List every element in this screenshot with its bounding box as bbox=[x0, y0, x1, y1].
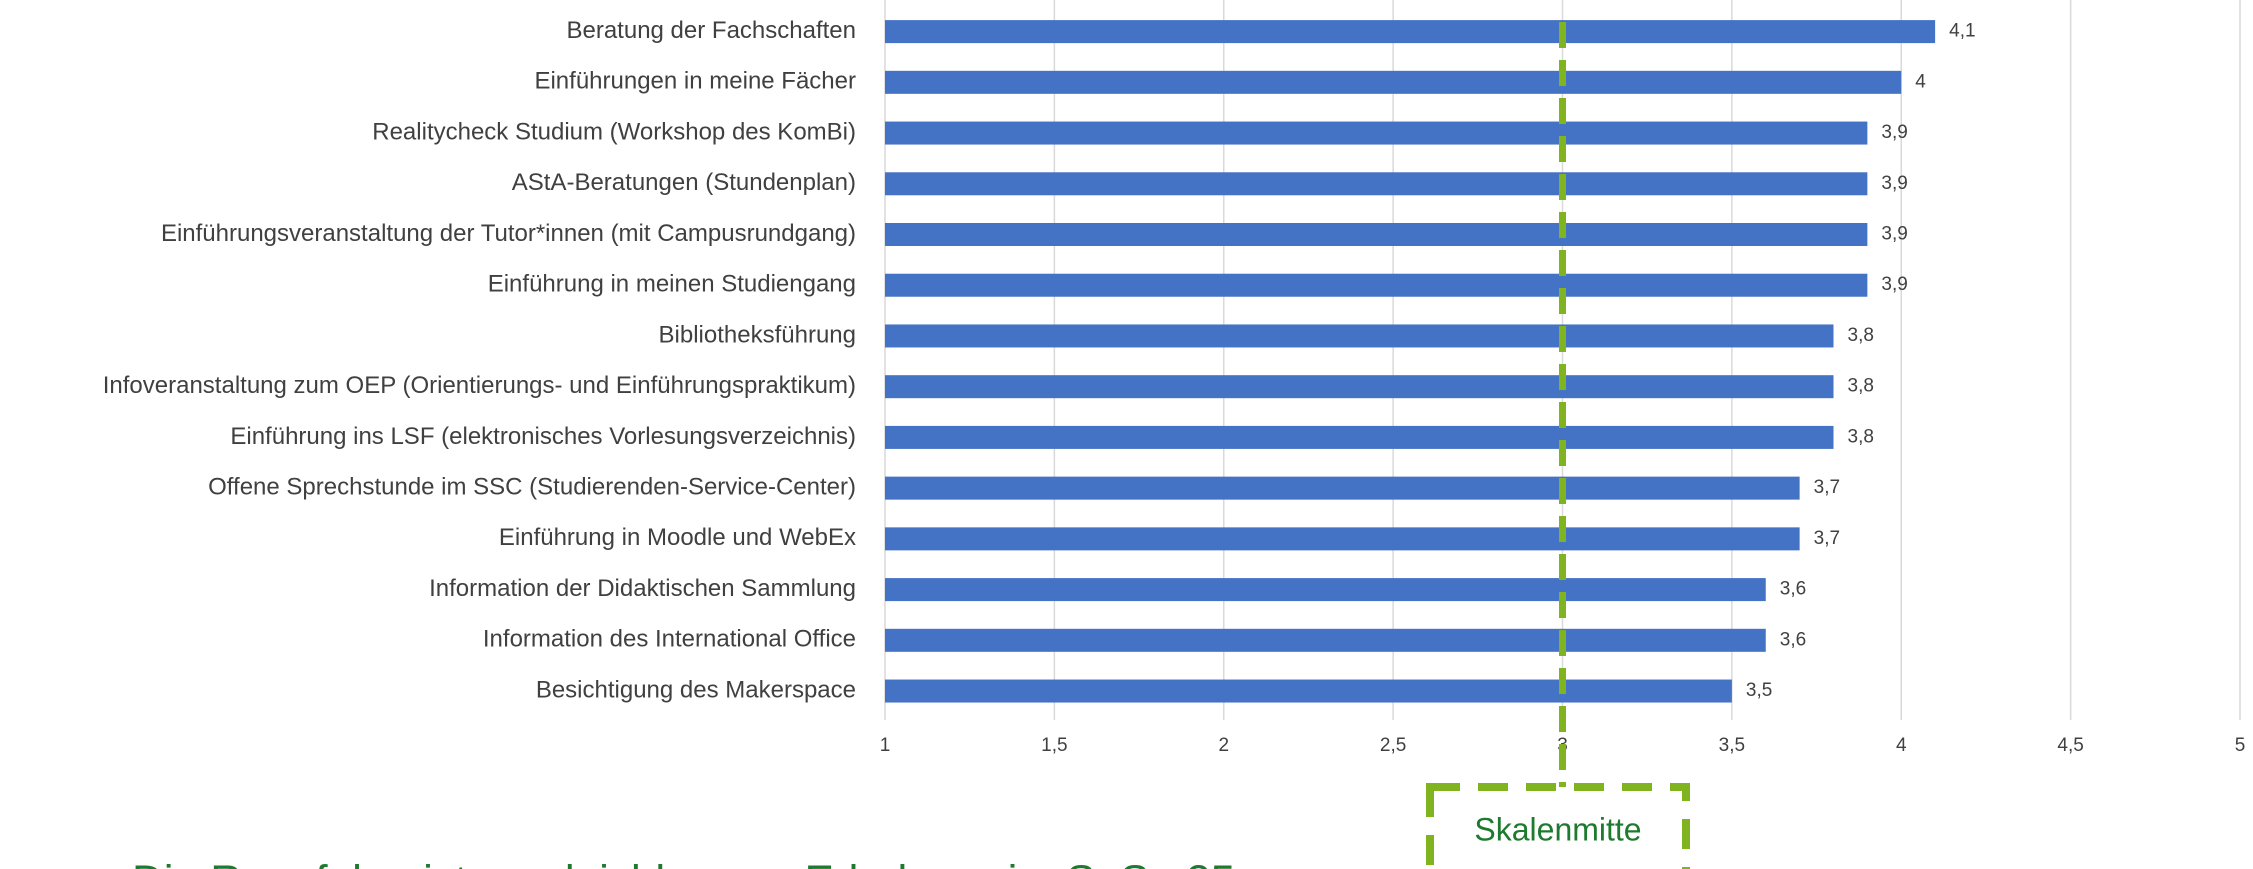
y-tick-label: AStA-Beratungen (Stundenplan) bbox=[512, 169, 856, 196]
y-tick-label: Einführung in Moodle und WebEx bbox=[499, 524, 856, 551]
x-tick-label: 4,5 bbox=[2057, 735, 2083, 756]
y-tick-label: Offene Sprechstunde im SSC (Studierenden… bbox=[208, 473, 856, 500]
value-label: 3,7 bbox=[1814, 477, 1840, 498]
caption: Die Rangfolge ist vergleichbar zur Erheb… bbox=[132, 857, 1247, 869]
x-tick-label: 1 bbox=[880, 735, 891, 756]
bar bbox=[885, 375, 1834, 399]
x-tick-label: 1,5 bbox=[1041, 735, 1067, 756]
y-tick-label: Realitycheck Studium (Workshop des KomBi… bbox=[372, 118, 856, 145]
annotation-box bbox=[1426, 783, 1690, 869]
bar bbox=[885, 527, 1800, 551]
value-label: 3,7 bbox=[1814, 528, 1840, 549]
value-label: 3,6 bbox=[1780, 629, 1806, 650]
bar bbox=[885, 20, 1936, 44]
bar bbox=[885, 578, 1766, 602]
bar bbox=[885, 425, 1834, 449]
y-tick-label: Besichtigung des Makerspace bbox=[536, 676, 856, 703]
x-tick-label: 4 bbox=[1896, 735, 1907, 756]
annotation-label: Skalenmitte bbox=[1474, 811, 1641, 847]
value-label: 3,6 bbox=[1780, 579, 1806, 600]
y-tick-label: Information der Didaktischen Sammlung bbox=[429, 575, 856, 602]
bar bbox=[885, 172, 1868, 196]
value-label: 4 bbox=[1915, 71, 1926, 92]
bar bbox=[885, 679, 1732, 703]
value-label: 4,1 bbox=[1949, 21, 1975, 42]
value-label: 3,8 bbox=[1848, 376, 1874, 397]
x-tick-label: 2 bbox=[1218, 735, 1229, 756]
bar bbox=[885, 121, 1868, 145]
y-tick-label: Beratung der Fachschaften bbox=[566, 17, 856, 44]
y-tick-label: Bibliotheksführung bbox=[659, 321, 856, 348]
value-label: 3,5 bbox=[1746, 680, 1772, 701]
y-tick-label: Information des International Office bbox=[483, 626, 856, 653]
bar bbox=[885, 324, 1834, 348]
value-label: 3,9 bbox=[1881, 224, 1907, 245]
y-tick-label: Einführungen in meine Fächer bbox=[534, 68, 856, 95]
x-tick-label: 3,5 bbox=[1719, 735, 1745, 756]
y-tick-label: Einführung ins LSF (elektronisches Vorle… bbox=[230, 423, 856, 450]
x-tick-label: 2,5 bbox=[1380, 735, 1406, 756]
y-tick-label: Einführungsveranstaltung der Tutor*innen… bbox=[161, 220, 856, 247]
bar bbox=[885, 273, 1868, 297]
bar bbox=[885, 628, 1766, 652]
value-label: 3,9 bbox=[1881, 122, 1907, 143]
value-label: 3,8 bbox=[1848, 426, 1874, 447]
bar bbox=[885, 70, 1902, 94]
y-tick-label: Einführung in meinen Studiengang bbox=[488, 271, 856, 298]
y-tick-label: Infoveranstaltung zum OEP (Orientierungs… bbox=[103, 372, 856, 399]
value-label: 3,9 bbox=[1881, 274, 1907, 295]
value-label: 3,8 bbox=[1848, 325, 1874, 346]
x-tick-label: 5 bbox=[2235, 735, 2246, 756]
bar bbox=[885, 223, 1868, 247]
bar bbox=[885, 476, 1800, 500]
value-label: 3,9 bbox=[1881, 173, 1907, 194]
